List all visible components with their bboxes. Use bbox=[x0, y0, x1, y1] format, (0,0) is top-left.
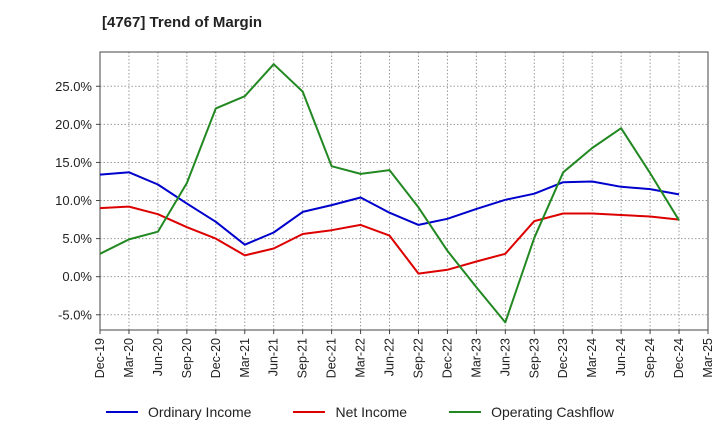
legend-item-ordinary-income: Ordinary Income bbox=[105, 404, 252, 420]
legend-item-operating-cashflow: Operating Cashflow bbox=[449, 404, 614, 420]
x-tick-label: Mar-20 bbox=[122, 338, 136, 378]
x-tick-label: Mar-24 bbox=[585, 338, 599, 378]
legend-swatch-net-income bbox=[293, 411, 326, 413]
x-tick-label: Jun-21 bbox=[267, 338, 281, 376]
x-tick-label: Sep-20 bbox=[180, 338, 194, 378]
x-tick-label: Sep-23 bbox=[527, 338, 541, 378]
x-tick-label: Mar-23 bbox=[469, 338, 483, 378]
x-tick-label: Dec-23 bbox=[556, 338, 570, 378]
x-tick-label: Jun-24 bbox=[614, 338, 628, 376]
x-tick-label: Sep-24 bbox=[643, 338, 657, 378]
legend-item-net-income: Net Income bbox=[293, 404, 407, 420]
series-line-ordinary-income bbox=[99, 171, 680, 246]
y-tick-label: 15.0% bbox=[55, 155, 92, 170]
x-tick-label: Sep-22 bbox=[411, 338, 425, 378]
x-tick-label: Dec-21 bbox=[325, 338, 339, 378]
series-line-operating-cashflow bbox=[99, 63, 680, 324]
x-tick-label: Dec-20 bbox=[209, 338, 223, 378]
legend: Ordinary Income Net Income Operating Cas… bbox=[0, 404, 720, 420]
y-tick-label: -5.0% bbox=[58, 307, 92, 322]
x-tick-label: Mar-25 bbox=[701, 338, 715, 378]
x-tick-label: Jun-22 bbox=[383, 338, 397, 376]
chart-title: [4767] Trend of Margin bbox=[102, 14, 263, 31]
x-tick-label: Dec-24 bbox=[672, 338, 686, 378]
y-tick-label: 5.0% bbox=[62, 231, 92, 246]
x-tick-label: Jun-23 bbox=[498, 338, 512, 376]
legend-swatch-operating-cashflow bbox=[449, 411, 482, 413]
y-tick-label: 25.0% bbox=[55, 79, 92, 94]
legend-label-operating-cashflow: Operating Cashflow bbox=[491, 404, 615, 420]
x-tick-label: Sep-21 bbox=[296, 338, 310, 378]
legend-label-net-income: Net Income bbox=[335, 404, 408, 420]
legend-swatch-ordinary-income bbox=[105, 411, 138, 413]
series-line-net-income bbox=[99, 205, 680, 275]
plot-frame bbox=[99, 51, 709, 331]
x-tick-label: Mar-22 bbox=[354, 338, 368, 378]
x-tick-label: Mar-21 bbox=[238, 338, 252, 378]
legend-label-ordinary-income: Ordinary Income bbox=[147, 404, 252, 420]
x-tick-label: Dec-19 bbox=[93, 338, 107, 378]
y-tick-label: 0.0% bbox=[62, 269, 92, 284]
y-tick-label: 10.0% bbox=[55, 193, 92, 208]
x-tick-label: Jun-20 bbox=[151, 338, 165, 376]
y-tick-label: 20.0% bbox=[55, 117, 92, 132]
x-tick-label: Dec-22 bbox=[440, 338, 454, 378]
